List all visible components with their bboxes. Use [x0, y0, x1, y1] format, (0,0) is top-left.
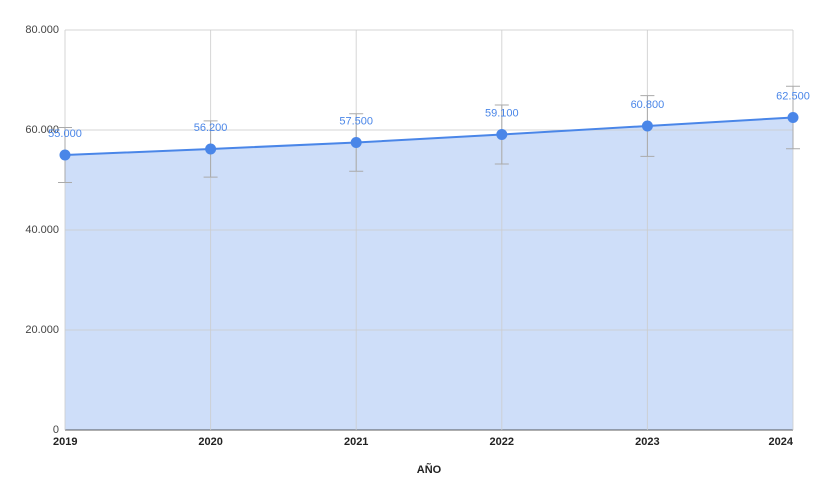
x-tick-label: 2024 — [769, 436, 794, 448]
y-tick-label: 40.000 — [25, 224, 59, 236]
point — [205, 143, 217, 155]
x-axis-label: AÑO — [417, 463, 442, 476]
y-tick-label: 60.000 — [25, 124, 59, 136]
data-label: 57.500 — [339, 115, 373, 127]
x-tick-label: 2021 — [344, 436, 368, 448]
data-label: 60.800 — [631, 99, 665, 111]
data-label: 62.500 — [776, 90, 810, 102]
x-tick-label: 2020 — [198, 436, 222, 448]
point — [641, 120, 653, 132]
data-label: 59.100 — [485, 107, 519, 119]
point — [787, 112, 799, 123]
x-tick-label: 2019 — [53, 436, 77, 448]
x-tick-label: 2023 — [635, 436, 659, 448]
point — [496, 129, 508, 140]
point — [59, 149, 71, 161]
line — [64, 116, 794, 156]
point — [350, 137, 362, 148]
x-tick-label: 2022 — [490, 436, 514, 448]
y-tick-label: 80.000 — [25, 24, 59, 36]
area — [65, 117, 793, 430]
data-label: 56.200 — [194, 122, 228, 134]
y-tick-label: 0 — [53, 424, 59, 436]
data-label: 55.000 — [48, 128, 82, 140]
y-tick-label: 20.000 — [25, 324, 59, 336]
